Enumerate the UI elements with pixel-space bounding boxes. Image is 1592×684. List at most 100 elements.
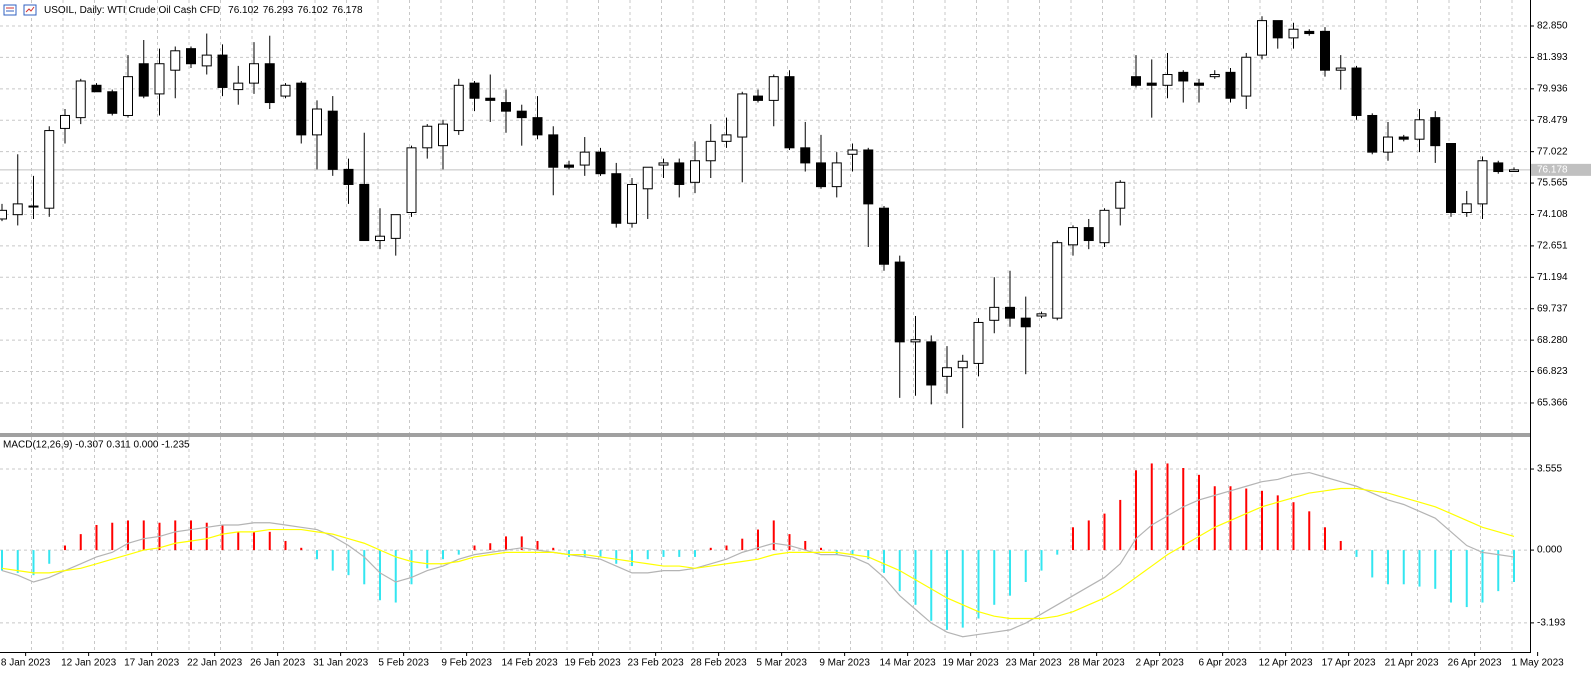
y-tick-label: 81.393 (1537, 52, 1568, 63)
candle-body (1493, 162, 1504, 173)
histogram-bar (394, 550, 397, 603)
candle-body (627, 183, 637, 224)
candle-body (453, 84, 464, 132)
candle-body (123, 76, 133, 116)
histogram-bar (1465, 550, 1468, 608)
histogram-bar (804, 540, 807, 551)
x-tick-label: 6 Apr 2023 (1198, 658, 1247, 669)
candle-body (737, 93, 748, 138)
candle-body (280, 84, 291, 97)
candle-body (753, 95, 763, 101)
x-tick-label: 12 Apr 2023 (1259, 658, 1313, 669)
histogram-bar (631, 550, 633, 567)
candle-body (831, 162, 842, 188)
histogram-bar (599, 550, 602, 557)
histogram-bar (788, 534, 791, 551)
candle-body (170, 50, 181, 71)
candle-body (957, 360, 968, 369)
candle-body (312, 108, 322, 136)
candle-body (658, 162, 669, 166)
x-tick-label: 14 Mar 2023 (880, 658, 937, 669)
histogram-bar (1056, 550, 1059, 555)
candle-body (422, 125, 433, 149)
histogram-bar (1182, 468, 1185, 551)
candle-body (1272, 20, 1283, 39)
histogram-bar (174, 520, 177, 551)
histogram-bar (316, 550, 318, 560)
candle-body (1477, 160, 1488, 205)
candle-body (1509, 169, 1519, 172)
histogram-bar (1324, 527, 1326, 551)
candle-body (1068, 227, 1078, 246)
candle-body (1383, 136, 1393, 153)
x-tick-label: 26 Jan 2023 (250, 658, 305, 669)
histogram-bar (615, 550, 618, 564)
candle-body (894, 261, 905, 343)
x-tick-label: 21 Apr 2023 (1385, 658, 1439, 669)
y-tick-label: 79.936 (1537, 83, 1568, 94)
candle-body (516, 110, 527, 119)
low-readout: 76.102 (297, 5, 328, 16)
histogram-bar (79, 534, 82, 551)
candle-body (343, 168, 354, 185)
candle-body (28, 205, 39, 208)
candle-body (12, 203, 23, 216)
histogram-bar (741, 538, 744, 551)
histogram-bar (709, 547, 712, 551)
y-tick-label: -3.193 (1537, 618, 1566, 629)
candle-body (1367, 114, 1378, 153)
candle-body (60, 114, 70, 129)
x-tick-label: 5 Feb 2023 (378, 658, 429, 669)
indicator-line (1, 471, 1515, 638)
candle-body (548, 134, 559, 168)
candle-body (705, 140, 716, 162)
y-tick-label: 78.479 (1537, 115, 1568, 126)
histogram-bar (568, 550, 570, 557)
x-tick-label: 2 Apr 2023 (1135, 658, 1184, 669)
histogram-bar (379, 550, 381, 601)
y-tick-label: 3.555 (1537, 464, 1562, 475)
candle-body (1461, 203, 1472, 214)
candle-body (863, 149, 874, 205)
candle-body (1398, 136, 1409, 140)
candle-body (1131, 76, 1141, 86)
histogram-bar (347, 550, 350, 576)
candle-body (485, 97, 496, 101)
candle-body (233, 82, 244, 91)
histogram-bar (1481, 550, 1484, 603)
histogram-bar (457, 550, 460, 555)
histogram-bar (883, 550, 885, 573)
histogram-bar (127, 520, 129, 551)
y-tick-label: 74.108 (1537, 209, 1568, 220)
histogram-bar (1040, 550, 1043, 571)
last-price-label: 76.178 (1537, 164, 1568, 175)
histogram-bar (583, 550, 586, 557)
candle-body (564, 164, 574, 168)
candle-body (642, 166, 653, 190)
candle-body (1335, 67, 1346, 71)
candle-body (879, 207, 889, 265)
icon (3, 4, 17, 16)
histogram-bar (946, 550, 948, 630)
candle-body (1241, 56, 1252, 97)
candle-body (1351, 67, 1362, 116)
x-tick-label: 28 Mar 2023 (1069, 658, 1126, 669)
histogram-bar (757, 529, 759, 551)
histogram-bar (1087, 520, 1090, 551)
histogram-bar (410, 550, 413, 585)
histogram-bar (32, 550, 35, 576)
histogram-bar (426, 550, 429, 569)
candle-body (91, 84, 102, 93)
candle-body (44, 130, 55, 209)
y-tick-label: 72.651 (1537, 241, 1568, 252)
histogram-bar (1339, 540, 1342, 551)
candle-body (1430, 117, 1441, 147)
x-tick-label: 5 Mar 2023 (756, 658, 807, 669)
histogram-bar (694, 550, 696, 557)
histogram-bar (284, 540, 287, 551)
histogram-bar (1009, 550, 1011, 596)
histogram-bar (977, 550, 980, 619)
chart-header: USOIL, Daily: WTI Crude Oil Cash CFD 76.1… (44, 5, 363, 16)
histogram-bar (1166, 463, 1169, 551)
candle-body (532, 117, 543, 136)
